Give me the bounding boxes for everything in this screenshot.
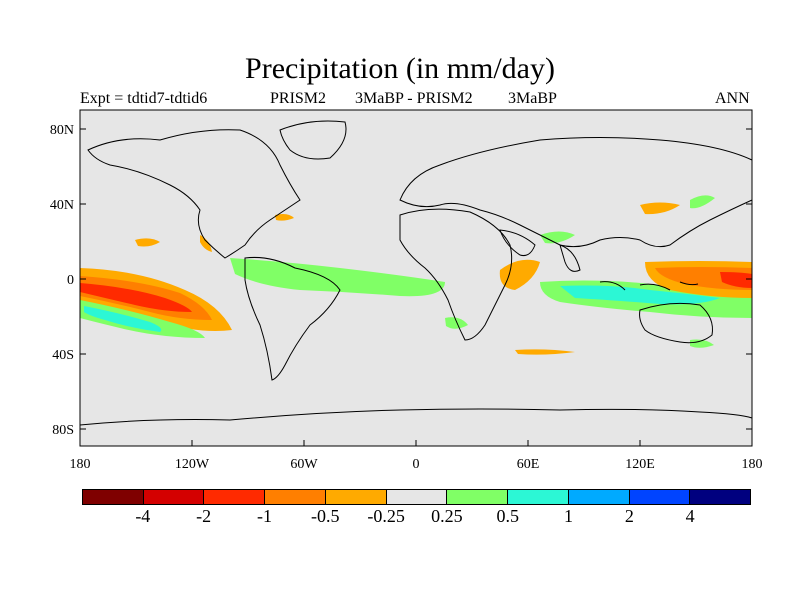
colorbar-label: -4: [135, 506, 151, 526]
africa: [399, 208, 513, 341]
colorbar-label: 0.5: [496, 506, 519, 526]
antarctica: [79, 408, 753, 426]
lat-label-0: 0: [67, 273, 74, 288]
colorbar-swatch: [265, 490, 326, 504]
period-label-b: 3MaBP: [508, 90, 557, 107]
lat-ticks: [80, 128, 752, 430]
lat-label-40s: 40S: [52, 348, 74, 363]
colorbar-swatch: [386, 490, 448, 504]
patch-gulf: [275, 214, 294, 221]
colorbar-swatch: [447, 490, 509, 504]
colorbar-label: 2: [624, 506, 634, 526]
patch-australia-south: [690, 339, 714, 348]
patch-mexico: [200, 235, 212, 252]
lat-labels: 80N 40N 0 40S 80S: [50, 123, 74, 438]
season-label: ANN: [715, 90, 750, 107]
anomaly-contours: [80, 195, 752, 355]
lat-label-80n: 80N: [50, 123, 74, 138]
lon-label-0: 0: [413, 457, 420, 472]
pacific-negative-core: [80, 283, 192, 312]
arabia-india: [499, 229, 581, 272]
lon-ticks: [79, 440, 753, 446]
colorbar-label: 1: [564, 506, 574, 526]
lat-label-40n: 40N: [50, 198, 74, 213]
indian-negative: [499, 259, 540, 290]
north-america: [87, 129, 301, 259]
pacific-positive-core: [84, 306, 162, 332]
colorbar-swatch: [568, 490, 630, 504]
colorbar-swatch: [690, 490, 751, 504]
colorbar-label: -1: [256, 506, 272, 526]
greenland: [279, 120, 347, 160]
colorbar-swatch: [83, 490, 144, 504]
west-pacific-negative-core: [720, 272, 752, 288]
patch-east-asia: [640, 202, 680, 215]
colorbar-label: 0.25: [431, 506, 463, 526]
colorbar-swatch: [508, 490, 569, 504]
map-title: Precipitation (in mm/day): [245, 52, 555, 85]
lon-label-60e: 60E: [517, 457, 540, 472]
colorbar-swatch: [143, 490, 205, 504]
indian-positive-core: [560, 285, 720, 305]
australia: [639, 302, 713, 344]
patch-north-pacific: [135, 238, 160, 247]
colorbar-swatch: [629, 490, 691, 504]
lon-labels: 180 120W 60W 0 60E 120E 180: [70, 457, 763, 472]
lon-label-180w: 180: [70, 457, 91, 472]
colorbar-swatch: [204, 490, 266, 504]
lon-label-120w: 120W: [175, 457, 210, 472]
lon-label-120e: 120E: [625, 457, 655, 472]
model-label: PRISM2: [270, 90, 327, 107]
europe-asia: [399, 137, 753, 248]
pacific-positive-outer: [80, 300, 205, 338]
patch-asia: [540, 231, 575, 244]
indonesia: [599, 281, 699, 291]
patch-west-pacific: [690, 195, 715, 209]
experiment-label: Expt = tdtid7-tdtid6: [80, 90, 208, 107]
coastlines: [79, 120, 753, 426]
colorbar: [82, 489, 751, 505]
patch-southern-ocean: [515, 349, 575, 355]
patch-south-atlantic: [445, 317, 468, 329]
colorbar-label: -0.25: [367, 506, 405, 526]
atlantic-positive: [230, 258, 445, 297]
lon-label-60w: 60W: [290, 457, 318, 472]
lon-label-180e: 180: [742, 457, 763, 472]
colorbar-label: -0.5: [311, 506, 340, 526]
lat-label-80s: 80S: [52, 423, 74, 438]
period-label: 3MaBP - PRISM2: [355, 90, 473, 107]
colorbar-label: 4: [685, 506, 695, 526]
south-america: [244, 257, 341, 381]
colorbar-swatch: [325, 490, 387, 504]
colorbar-label: -2: [196, 506, 212, 526]
